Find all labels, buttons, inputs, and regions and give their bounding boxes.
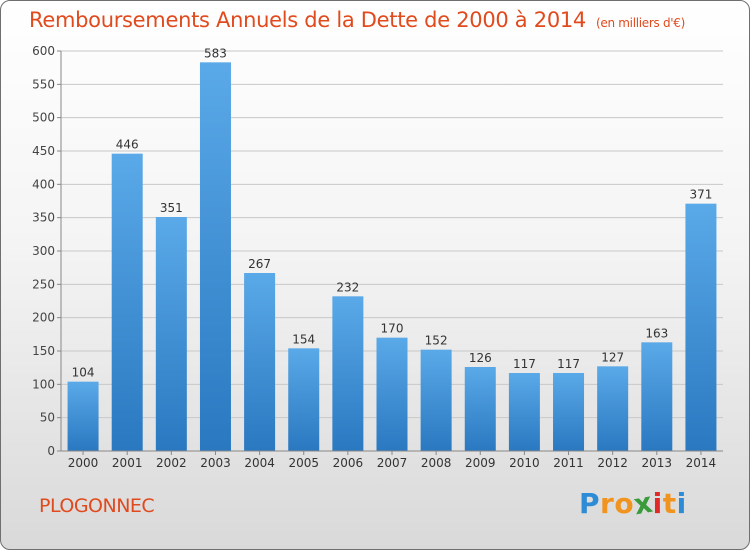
bar-2013 — [641, 342, 673, 451]
data-label-2010: 117 — [513, 357, 536, 371]
bar-2003 — [199, 62, 231, 451]
y-tick-label: 400 — [32, 177, 55, 191]
x-tick-label-2013: 2013 — [642, 456, 673, 470]
bar-2009 — [464, 367, 496, 451]
bar-2006 — [332, 296, 364, 451]
x-tick-label-2005: 2005 — [288, 456, 319, 470]
y-tick-label: 250 — [32, 277, 55, 291]
x-tick-label-2004: 2004 — [244, 456, 275, 470]
x-tick-label-2003: 2003 — [200, 456, 231, 470]
data-label-2008: 152 — [425, 334, 448, 348]
x-tick-label-2012: 2012 — [597, 456, 628, 470]
title-unit: (en milliers d'€) — [596, 16, 686, 30]
title-main: Remboursements Annuels de la Dette de 20… — [29, 8, 586, 32]
x-tick-label-2011: 2011 — [553, 456, 584, 470]
bar-2008 — [420, 349, 452, 451]
y-tick-label: 150 — [32, 344, 55, 358]
bar-2005 — [288, 348, 320, 451]
bar-2001 — [111, 153, 143, 451]
data-label-2001: 446 — [116, 138, 139, 152]
y-tick-label: 100 — [32, 377, 55, 391]
data-label-2007: 170 — [381, 322, 404, 336]
chart-title: Remboursements Annuels de la Dette de 20… — [29, 8, 685, 32]
data-label-2009: 126 — [469, 351, 492, 365]
bar-2004 — [244, 273, 276, 451]
bars: 104 446 351 583 267 154 232 170 152 126 117 117 127 1… — [67, 46, 717, 451]
x-tick-label-2009: 2009 — [465, 456, 496, 470]
y-tick-label: 200 — [32, 311, 55, 325]
data-label-2006: 232 — [336, 280, 359, 294]
y-tick-label: 350 — [32, 211, 55, 225]
x-tick-label-2010: 2010 — [509, 456, 540, 470]
y-tick-label: 550 — [32, 77, 55, 91]
data-label-2005: 154 — [292, 332, 315, 346]
bar-2007 — [376, 337, 408, 451]
y-tick-label: 500 — [32, 111, 55, 125]
logo-letter: o — [614, 487, 635, 520]
commune-name: PLOGONNEC — [39, 495, 155, 517]
x-tick-label-2002: 2002 — [156, 456, 187, 470]
bar-2012 — [597, 366, 629, 451]
x-tick-label-2007: 2007 — [377, 456, 408, 470]
bar-2002 — [155, 217, 187, 451]
x-axis: 2000 2001 2002 2003 2004 2005 2006 2007 2008 2009… — [61, 450, 723, 470]
bar-2014 — [685, 203, 717, 451]
data-label-2002: 351 — [160, 201, 183, 215]
y-axis: 0 50 100 150 200 250 300 350 400 450 500 550 600 — [32, 44, 62, 458]
proxiti-logo[interactable]: Proxiti — [579, 486, 687, 522]
y-tick-label: 450 — [32, 144, 55, 158]
y-tick-label: 50 — [40, 411, 55, 425]
x-tick-label-2001: 2001 — [112, 456, 143, 470]
data-label-2004: 267 — [248, 257, 271, 271]
y-tick-label: 300 — [32, 244, 55, 258]
data-label-2003: 583 — [204, 46, 227, 60]
data-label-2000: 104 — [72, 366, 95, 380]
y-tick-label: 0 — [47, 444, 55, 458]
logo-letter: P — [579, 487, 601, 520]
data-label-2012: 127 — [601, 350, 624, 364]
y-tick-label: 600 — [32, 44, 55, 58]
logo-letter: r — [600, 487, 615, 520]
bar-2010 — [508, 373, 540, 451]
x-tick-label-2008: 2008 — [421, 456, 452, 470]
x-tick-label-2000: 2000 — [68, 456, 99, 470]
data-label-2014: 371 — [689, 188, 712, 202]
logo-letter: t — [662, 487, 677, 520]
x-tick-label-2006: 2006 — [333, 456, 364, 470]
x-tick-label-2014: 2014 — [686, 456, 717, 470]
data-label-2011: 117 — [557, 357, 580, 371]
logo-letter: i — [652, 487, 663, 520]
bar-2011 — [553, 373, 585, 451]
bar-2000 — [67, 381, 99, 451]
data-label-2013: 163 — [645, 326, 668, 340]
logo-letter: i — [676, 487, 687, 520]
